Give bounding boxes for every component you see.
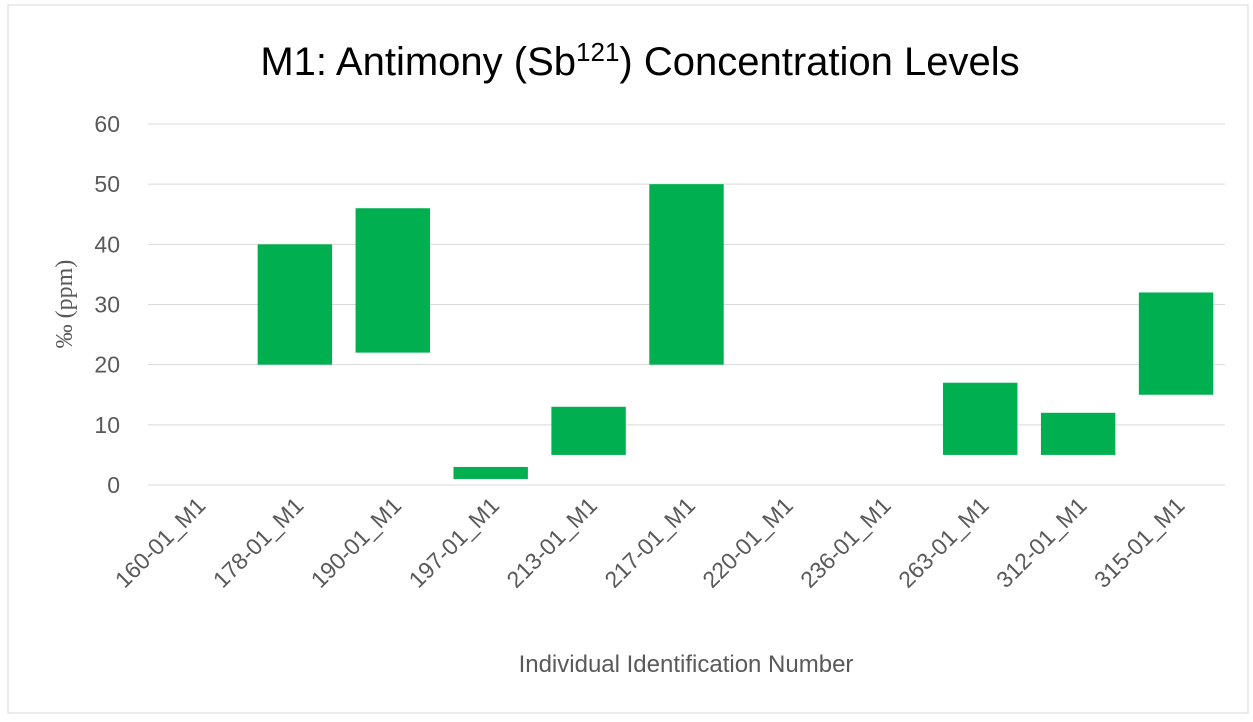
bar xyxy=(943,382,1018,455)
title-superscript: 121 xyxy=(576,37,619,67)
y-axis-title: ‰ (ppm) xyxy=(52,260,78,349)
bar xyxy=(551,406,626,455)
title-main: M1: Antimony (Sb xyxy=(260,40,576,84)
bar xyxy=(257,244,333,365)
y-tick-label: 10 xyxy=(94,412,120,438)
title-end: ) Concentration Levels xyxy=(619,40,1019,84)
bar xyxy=(453,466,528,479)
y-tick-label: 20 xyxy=(94,352,120,378)
bar xyxy=(355,208,430,353)
y-tick-label: 30 xyxy=(94,292,120,318)
bar xyxy=(1138,292,1214,395)
y-tick-label: 40 xyxy=(94,231,120,257)
bar xyxy=(1040,412,1116,455)
y-tick-label: 60 xyxy=(94,111,120,137)
y-tick-label: 50 xyxy=(94,171,120,197)
chart-border xyxy=(7,4,1249,714)
chart-title: M1: Antimony (Sb121) Concentration Level… xyxy=(260,37,1019,84)
y-tick-label: 0 xyxy=(107,472,120,498)
x-axis-title: Individual Identification Number xyxy=(519,651,854,678)
bar xyxy=(649,184,724,365)
